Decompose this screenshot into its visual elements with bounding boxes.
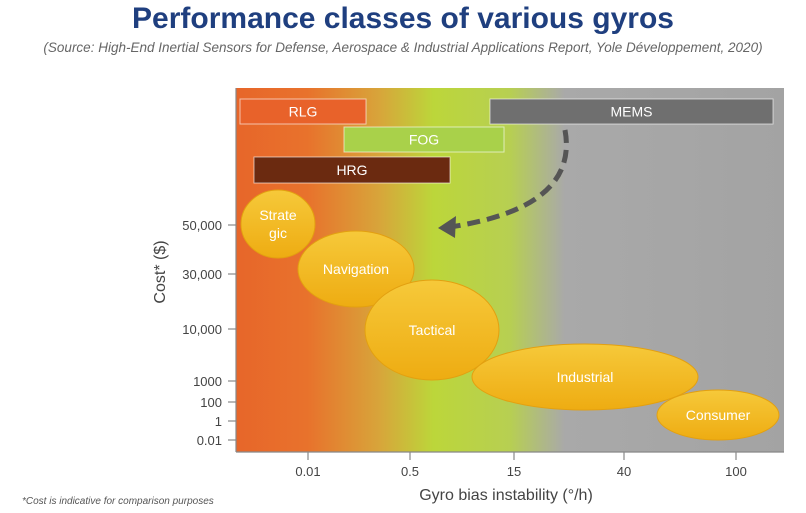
- y-ticks: 50,000 30,000 10,000 1000 100 1 0.01: [182, 218, 236, 448]
- x-tick-label: 0.5: [401, 464, 419, 479]
- bubble-navigation: [297, 230, 415, 308]
- bubble-tactical: [364, 279, 500, 381]
- y-tick-label: 1: [215, 414, 222, 429]
- tech-bar-fog: [343, 126, 505, 153]
- bubble-consumer: [656, 389, 780, 441]
- x-ticks: 0.01 0.5 15 40 100: [295, 452, 747, 479]
- bubble-label-consumer: Consumer: [686, 407, 751, 423]
- x-tick-label: 100: [725, 464, 747, 479]
- trend-arrow-head-icon: [438, 216, 456, 238]
- technology-bars: RLG FOG HRG MEMS: [239, 98, 774, 184]
- bubble-industrial: [471, 343, 699, 411]
- chart-subtitle: (Source: High-End Inertial Sensors for D…: [43, 40, 763, 55]
- x-tick-label: 0.01: [295, 464, 320, 479]
- y-tick-label: 0.01: [197, 433, 222, 448]
- y-tick-label: 100: [200, 395, 222, 410]
- tech-bar-hrg: [253, 156, 451, 184]
- x-tick-label: 40: [617, 464, 631, 479]
- bubble-label-strate-gic-line2: gic: [269, 225, 287, 241]
- trend-arrow: [449, 129, 569, 230]
- bubble-label-navigation: Navigation: [323, 261, 389, 277]
- tech-bar-label-hrg: HRG: [336, 162, 367, 178]
- y-tick-label: 1000: [193, 374, 222, 389]
- y-axis-label: Cost* ($): [152, 240, 169, 303]
- bubble-label-strate-gic-line1: Strate: [259, 207, 297, 223]
- chart-title: Performance classes of various gyros: [132, 2, 674, 35]
- performance-classes: Strate gic Navigation Tactical Industrial Con…: [240, 189, 780, 441]
- tech-bar-mems: [489, 98, 774, 125]
- x-axis-label: Gyro bias instability (°/h): [419, 487, 593, 504]
- bubble-label-industrial: Industrial: [557, 369, 614, 385]
- tech-bar-rlg: [239, 98, 367, 125]
- tech-bar-label-mems: MEMS: [611, 104, 653, 120]
- bubble-strate-gic: [240, 189, 316, 259]
- x-tick-label: 15: [507, 464, 521, 479]
- bubble-label-tactical: Tactical: [409, 322, 456, 338]
- tech-bar-label-fog: FOG: [409, 132, 439, 148]
- tech-bar-label-rlg: RLG: [289, 104, 318, 120]
- y-tick-label: 10,000: [182, 322, 222, 337]
- y-tick-label: 50,000: [182, 218, 222, 233]
- footnote: *Cost is indicative for comparison purpo…: [22, 496, 214, 507]
- y-tick-label: 30,000: [182, 267, 222, 282]
